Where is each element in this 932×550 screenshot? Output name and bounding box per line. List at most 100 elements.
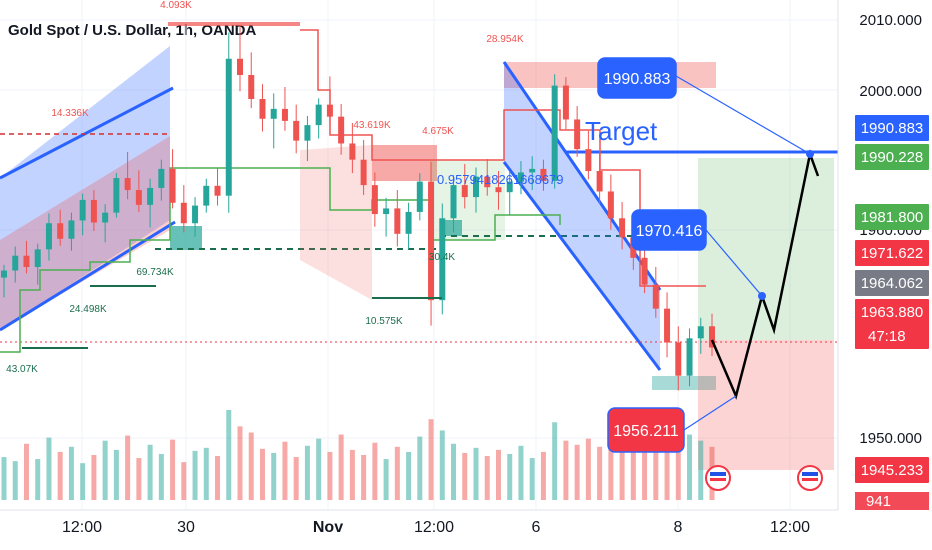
volume-label-3: 24.498K: [69, 304, 107, 315]
demand-box: [652, 376, 716, 390]
volume-bar-51: [574, 444, 580, 500]
candle-body-39: [439, 218, 446, 301]
price-badge-label-1: 1990.228: [861, 149, 924, 166]
price-badge-3: [855, 240, 929, 266]
candle-body-55: [619, 218, 626, 238]
event-flag-stripe-0: [710, 472, 726, 476]
support-box-1: [170, 226, 202, 250]
volume-bar-11: [125, 435, 131, 500]
volume-label-5: 43.619K: [353, 120, 391, 131]
volume-label-1: 14.336K: [51, 108, 89, 119]
callout-label-1: 1970.416: [636, 223, 703, 240]
price-badge-2: [855, 204, 929, 230]
callout-box-2: [607, 407, 685, 453]
candle-body-1: [12, 255, 19, 271]
volume-label-2: 69.734K: [136, 267, 174, 278]
candle-body-47: [529, 168, 536, 173]
candle-body-17: [192, 205, 199, 224]
target-text: Target: [585, 116, 658, 146]
bottom-clipped-badge: [855, 492, 929, 510]
candle-body-40: [450, 185, 457, 219]
price-badge-1: [855, 144, 929, 170]
candle-body-29: [326, 104, 333, 117]
volume-bar-16: [181, 462, 187, 500]
bottom-clipped-text: 941: [866, 493, 891, 510]
candle-body-59: [664, 308, 671, 343]
price-badge-label-5: 1963.880: [861, 304, 924, 321]
volume-bar-54: [608, 441, 614, 500]
descending-lower-line: [502, 161, 662, 371]
volume-bar-56: [630, 443, 636, 500]
candle-body-36: [405, 211, 412, 234]
decline-zone-fill: [300, 145, 372, 300]
callout-label-2: 1956.211: [613, 423, 679, 440]
candle-body-15: [169, 168, 176, 203]
stop-zone: [698, 340, 834, 470]
volume-bar-48: [540, 451, 546, 500]
candle-body-33: [371, 185, 378, 215]
volume-bar-39: [439, 430, 445, 500]
candle-body-6: [68, 220, 75, 239]
volume-bar-59: [664, 428, 670, 500]
descending-channel-fill: [504, 62, 660, 370]
volume-bar-31: [349, 449, 355, 500]
candle-body-0: [1, 270, 7, 278]
x-tick-3: 12:00: [414, 519, 454, 536]
callout-connector-3: [683, 395, 737, 431]
price-badge-label-2: 1981.800: [861, 209, 924, 226]
volume-bar-44: [495, 449, 501, 500]
candle-body-2: [23, 255, 30, 267]
volume-bar-8: [91, 455, 97, 500]
volume-label-9: 28.954K: [486, 34, 524, 45]
callout-label-0: 1990.883: [604, 71, 671, 88]
callout-connector-2: [705, 229, 763, 297]
candle-body-12: [135, 190, 142, 205]
volume-bar-19: [215, 456, 221, 500]
volume-bar-33: [372, 442, 378, 500]
volume-bar-17: [192, 450, 198, 500]
volume-bar-29: [327, 451, 333, 500]
volume-bar-46: [518, 445, 524, 500]
candle-body-9: [102, 212, 109, 223]
volume-bar-14: [158, 453, 164, 500]
candle-body-23: [259, 99, 266, 119]
volume-bar-50: [563, 440, 569, 500]
volume-label-6: 4.675K: [422, 126, 454, 137]
garbled-label: 0.9579418261668679: [437, 172, 564, 187]
volume-label-4: 43.07K: [6, 364, 38, 375]
candle-body-38: [428, 181, 435, 301]
volume-bar-0: [1, 457, 7, 500]
volume-bar-3: [35, 459, 41, 500]
volume-bar-61: [687, 434, 693, 500]
candle-body-50: [562, 85, 569, 120]
volume-bar-30: [338, 434, 344, 500]
price-badge-4: [855, 270, 929, 296]
volume-bar-15: [170, 439, 176, 500]
candle-body-49: [551, 85, 558, 181]
candle-body-34: [383, 208, 390, 215]
candle-body-13: [147, 187, 154, 205]
volume-bar-10: [113, 449, 119, 500]
volume-bar-27: [304, 445, 310, 500]
x-tick-2: Nov: [313, 519, 343, 536]
candle-body-48: [540, 168, 547, 181]
volume-bar-23: [259, 448, 265, 500]
volume-bar-35: [394, 446, 400, 500]
candle-body-3: [34, 249, 41, 267]
candle-body-19: [214, 185, 221, 196]
volume-bar-55: [619, 435, 625, 500]
x-tick-5: 8: [674, 519, 683, 536]
support-box-2: [444, 220, 462, 236]
candle-body-7: [79, 199, 86, 221]
volume-bar-32: [361, 455, 367, 500]
candle-body-25: [281, 108, 288, 121]
candle-body-24: [270, 108, 277, 119]
candle-body-58: [652, 284, 659, 309]
candle-body-61: [686, 338, 693, 376]
volume-bar-24: [271, 452, 277, 500]
volume-bar-62: [698, 440, 704, 500]
volume-bar-47: [529, 458, 535, 500]
candle-body-44: [495, 187, 502, 193]
candle-body-16: [180, 202, 187, 224]
